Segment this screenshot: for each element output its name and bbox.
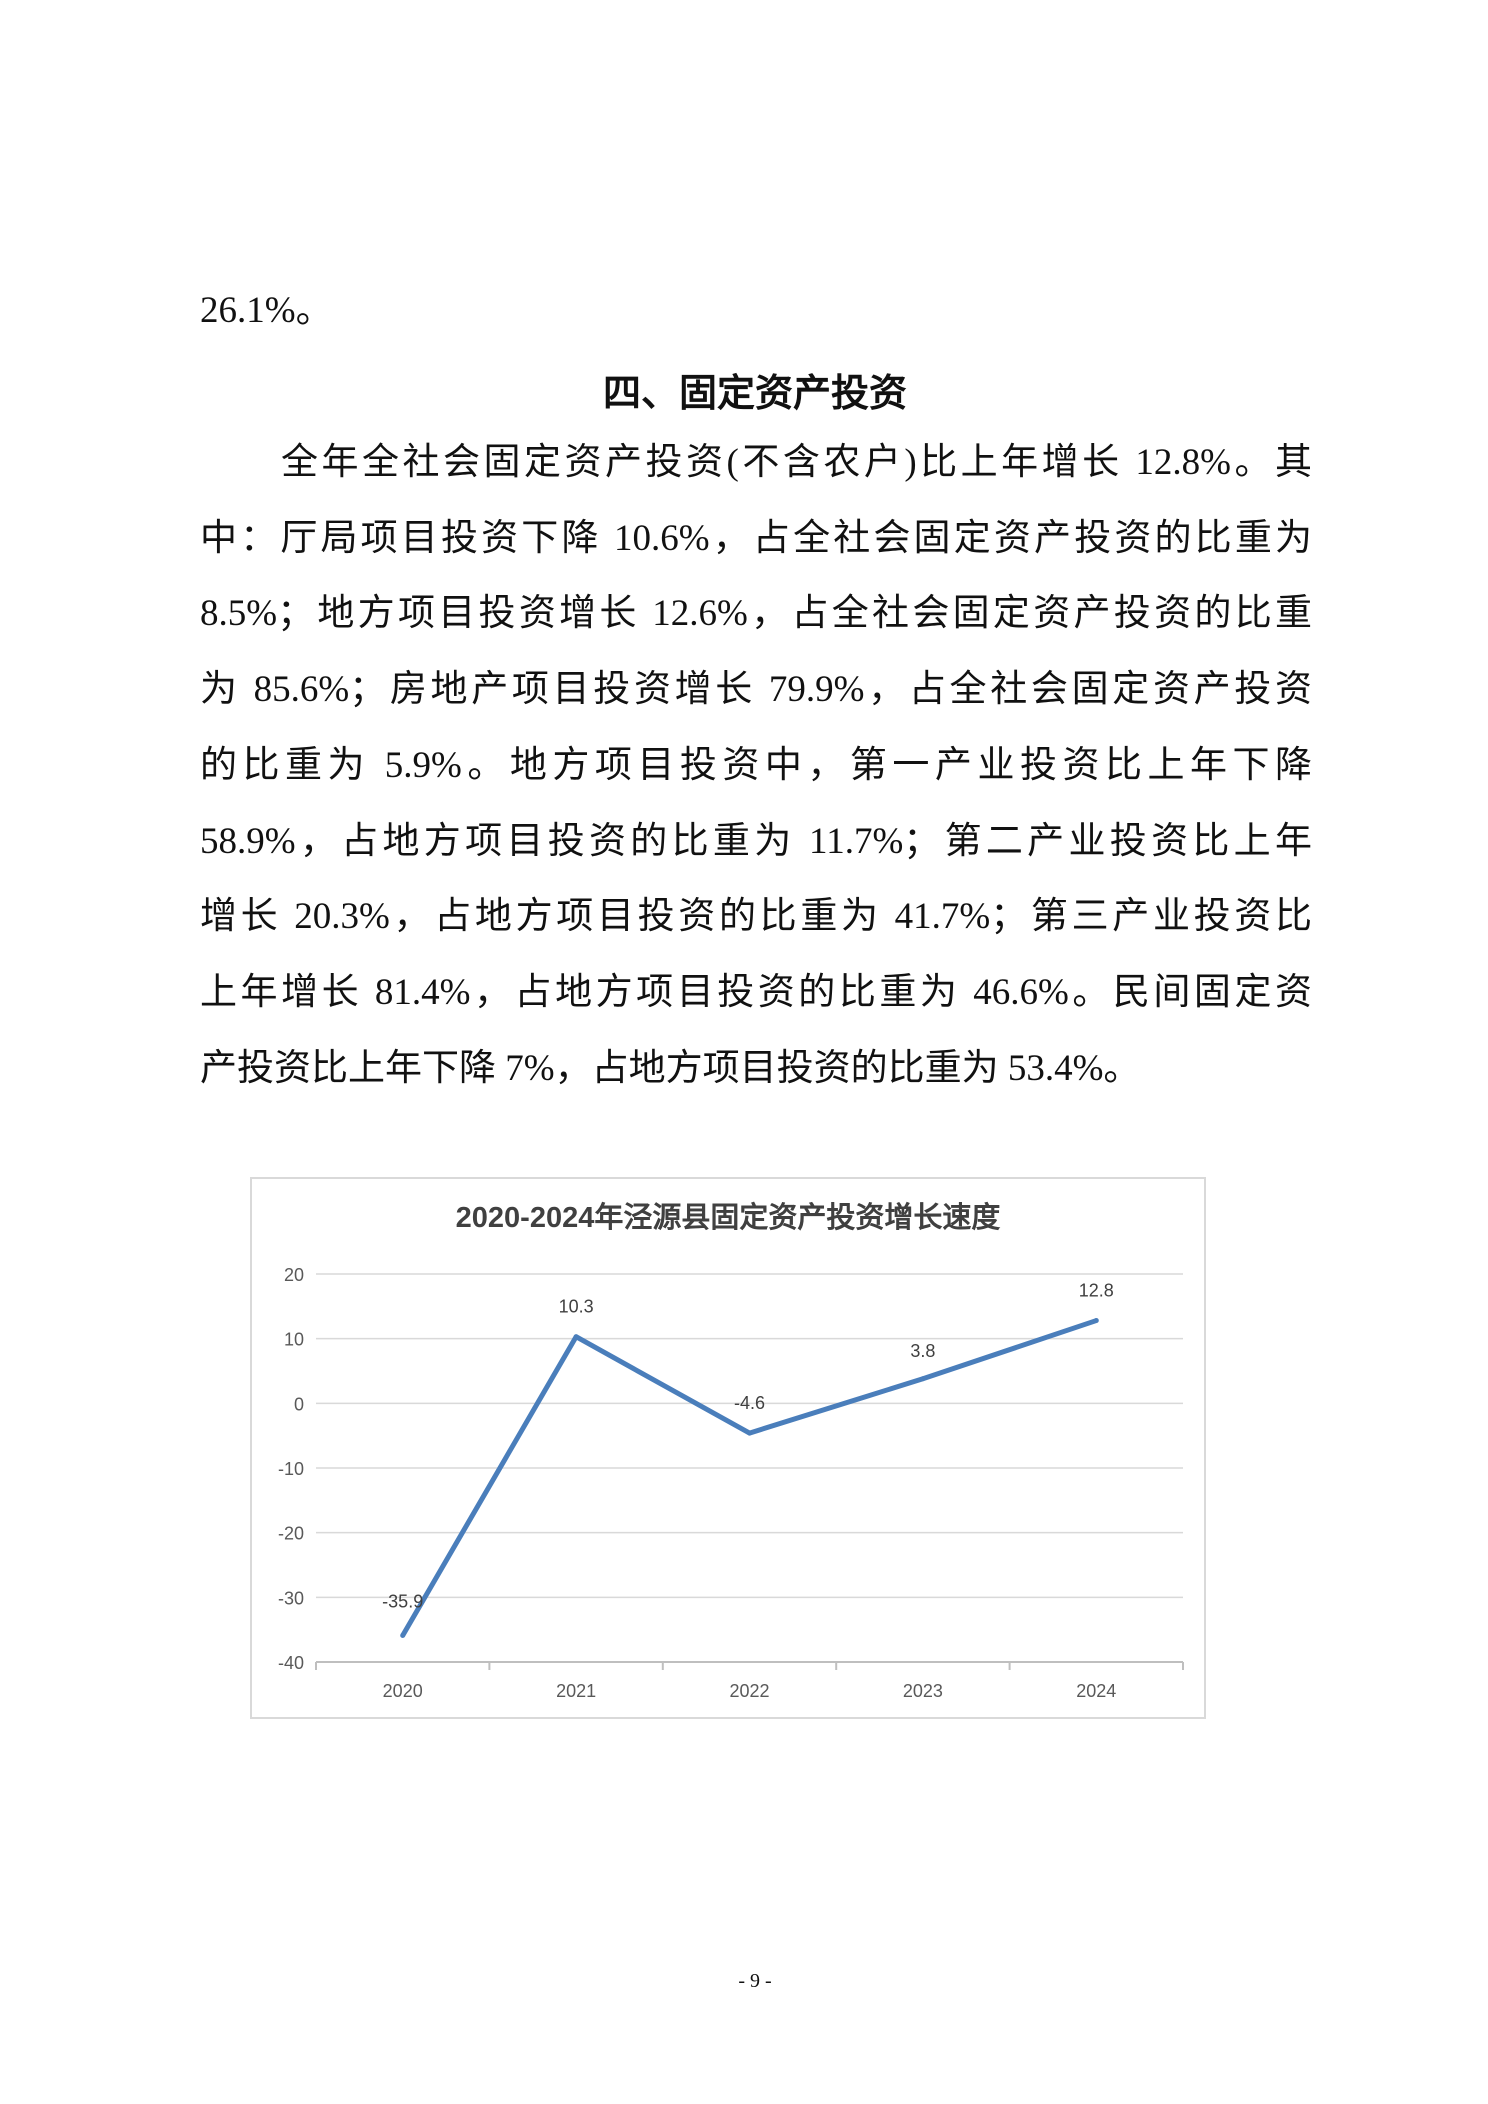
paragraph-line: 上年增长 81.4%，占地方项目投资的比重为 46.6%。民间固定资 (200, 971, 1312, 1013)
data-label: 12.8 (1079, 1281, 1114, 1301)
data-point (400, 1632, 406, 1638)
chart-title: 2020-2024年泾源县固定资产投资增长速度 (456, 1200, 1001, 1234)
x-tick-label: 2024 (1076, 1681, 1116, 1701)
x-tick-label: 2021 (556, 1681, 596, 1701)
x-tick-label: 2023 (903, 1681, 943, 1701)
paragraph-line: 58.9%，占地方项目投资的比重为 11.7%；第二产业投资比上年 (200, 820, 1312, 862)
y-tick-label: -20 (278, 1524, 304, 1544)
paragraph-line: 产投资比上年下降 7%，占地方项目投资的比重为 53.4%。 (200, 1047, 1141, 1089)
paragraph-line: 的比重为 5.9%。地方项目投资中，第一产业投资比上年下降 (200, 744, 1312, 786)
paragraph-line: 8.5%；地方项目投资增长 12.6%，占全社会固定资产投资的比重 (200, 593, 1312, 635)
paragraph-line: 全年全社会固定资产投资(不含农户)比上年增长 12.8%。其 (200, 442, 1312, 483)
prev-paragraph-tail: 26.1%。 (200, 290, 333, 331)
data-label: 3.8 (910, 1341, 935, 1361)
paragraph-line: 中：厅局项目投资下降 10.6%，占全社会固定资产投资的比重为 (200, 517, 1312, 559)
page-number: - 9 - (738, 1970, 772, 1992)
data-label: -35.9 (382, 1591, 423, 1611)
y-tick-label: -10 (278, 1459, 304, 1479)
y-tick-label: -40 (278, 1653, 304, 1673)
paragraph-line: 增长 20.3%，占地方项目投资的比重为 41.7%；第三产业投资比 (200, 896, 1312, 938)
data-point (573, 1334, 579, 1340)
y-tick-label: 10 (284, 1330, 304, 1350)
chart-svg: 2020-2024年泾源县固定资产投资增长速度 20 10 0 -10 -20 -30 -4… (278, 1200, 1184, 1701)
section-heading: 四、固定资产投资 (602, 371, 907, 415)
data-point (1093, 1318, 1099, 1324)
y-tick-label: -30 (278, 1588, 304, 1608)
paragraph-line: 为 85.6%；房地产项目投资增长 79.9%，占全社会固定资产投资 (200, 669, 1312, 711)
y-tick-label: 0 (294, 1394, 304, 1414)
data-point (747, 1430, 752, 1436)
data-point (920, 1376, 926, 1382)
line-chart: 2020-2024年泾源县固定资产投资增长速度 20 10 0 -10 -20 -30 -4… (250, 1177, 1206, 1719)
data-label: -4.6 (734, 1393, 765, 1413)
y-tick-label: 20 (284, 1265, 304, 1285)
series-line (400, 1318, 1098, 1637)
data-label: 10.3 (559, 1297, 594, 1317)
x-tick-label: 2022 (729, 1681, 769, 1701)
x-tick-label: 2020 (383, 1681, 423, 1701)
